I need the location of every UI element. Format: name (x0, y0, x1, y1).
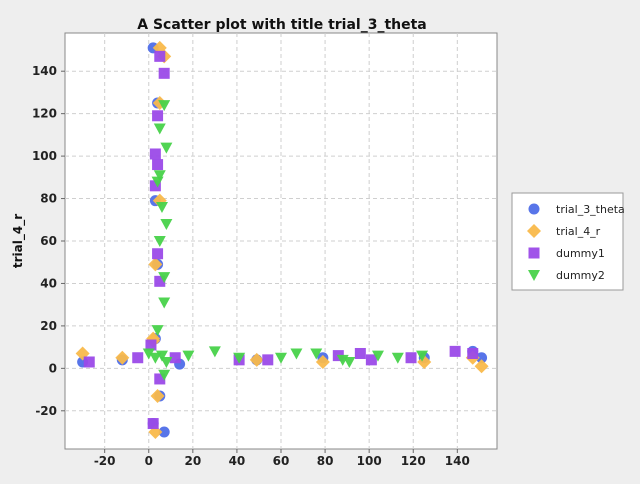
data-point (233, 352, 246, 364)
chart-title: A Scatter plot with title trial_3_theta (137, 17, 427, 33)
legend-label: trial_3_theta (556, 203, 625, 216)
legend-label: trial_4_r (556, 225, 601, 238)
data-point (169, 352, 181, 364)
data-point (154, 373, 166, 385)
series-dummy2 (142, 100, 429, 381)
data-point (474, 359, 489, 374)
data-point (262, 354, 274, 366)
y-tick-label: 40 (40, 276, 57, 290)
data-point (158, 297, 171, 309)
x-tick-label: 120 (401, 454, 426, 468)
data-point (310, 348, 323, 360)
data-point (155, 202, 168, 214)
data-point (149, 352, 162, 364)
data-point (158, 100, 171, 112)
data-point (315, 354, 330, 369)
y-tick-label: 20 (40, 319, 57, 333)
data-point (371, 350, 384, 362)
legend-label: dummy1 (556, 247, 605, 260)
data-point (150, 388, 165, 403)
data-point (354, 347, 366, 359)
legend-marker (528, 270, 540, 281)
legend-marker (528, 203, 540, 215)
x-tick-label: 140 (445, 454, 470, 468)
x-tick-label: 40 (229, 454, 246, 468)
legend-marker (528, 247, 540, 259)
data-point (343, 356, 356, 368)
y-tick-label: 140 (32, 64, 57, 78)
series-dummy1 (83, 50, 479, 430)
x-tick-label: -20 (94, 454, 116, 468)
legend-label: dummy2 (556, 269, 605, 282)
legend: trial_3_theta trial_4_r dummy1 dummy2 (511, 192, 625, 291)
data-point (152, 248, 164, 260)
y-axis-label: trial_4_r (11, 214, 26, 268)
data-point (160, 219, 173, 231)
data-point (275, 352, 287, 364)
plot-area: -20 0 20 40 60 80 100 120 140 -20 0 20 40 60 80 100 120 1… (32, 32, 498, 468)
y-tick-label: 120 (32, 107, 57, 121)
data-point (151, 325, 164, 337)
data-point (154, 50, 166, 62)
data-point (290, 348, 303, 360)
legend-marker (527, 224, 541, 238)
x-tick-label: 100 (357, 454, 382, 468)
y-tick-label: 60 (40, 234, 57, 248)
data-point (153, 170, 166, 182)
data-point (153, 123, 166, 135)
x-tick-label: 20 (184, 454, 201, 468)
data-point (416, 350, 429, 362)
data-point (158, 67, 170, 79)
data-point (152, 159, 164, 171)
data-point (145, 339, 157, 351)
data-point (160, 142, 173, 154)
data-point (149, 148, 161, 160)
data-point (208, 346, 221, 358)
data-point (152, 110, 164, 122)
x-tick-label: 0 (145, 454, 153, 468)
data-point (151, 176, 164, 188)
y-tick-label: 80 (40, 192, 57, 206)
data-point (182, 350, 195, 362)
y-tick-label: -20 (35, 404, 57, 418)
data-point (158, 369, 171, 381)
data-point (148, 257, 163, 272)
y-tick-label: 100 (32, 149, 57, 163)
x-tick-label: 60 (273, 454, 290, 468)
data-point (142, 348, 155, 360)
data-point (154, 275, 166, 287)
data-point (147, 418, 159, 430)
y-tick-label: 0 (49, 361, 57, 375)
x-tick-label: 80 (317, 454, 334, 468)
data-point (153, 236, 166, 247)
data-point (158, 426, 170, 438)
data-point (405, 352, 417, 364)
data-point (83, 356, 95, 368)
data-point (132, 352, 144, 364)
data-point (249, 352, 264, 367)
data-point (158, 272, 171, 284)
data-point (391, 352, 404, 364)
data-point (115, 350, 130, 365)
data-point (449, 345, 461, 357)
data-point (476, 352, 488, 364)
data-point (365, 354, 377, 366)
data-point (149, 180, 161, 192)
data-point (467, 347, 479, 359)
data-point (160, 356, 173, 368)
